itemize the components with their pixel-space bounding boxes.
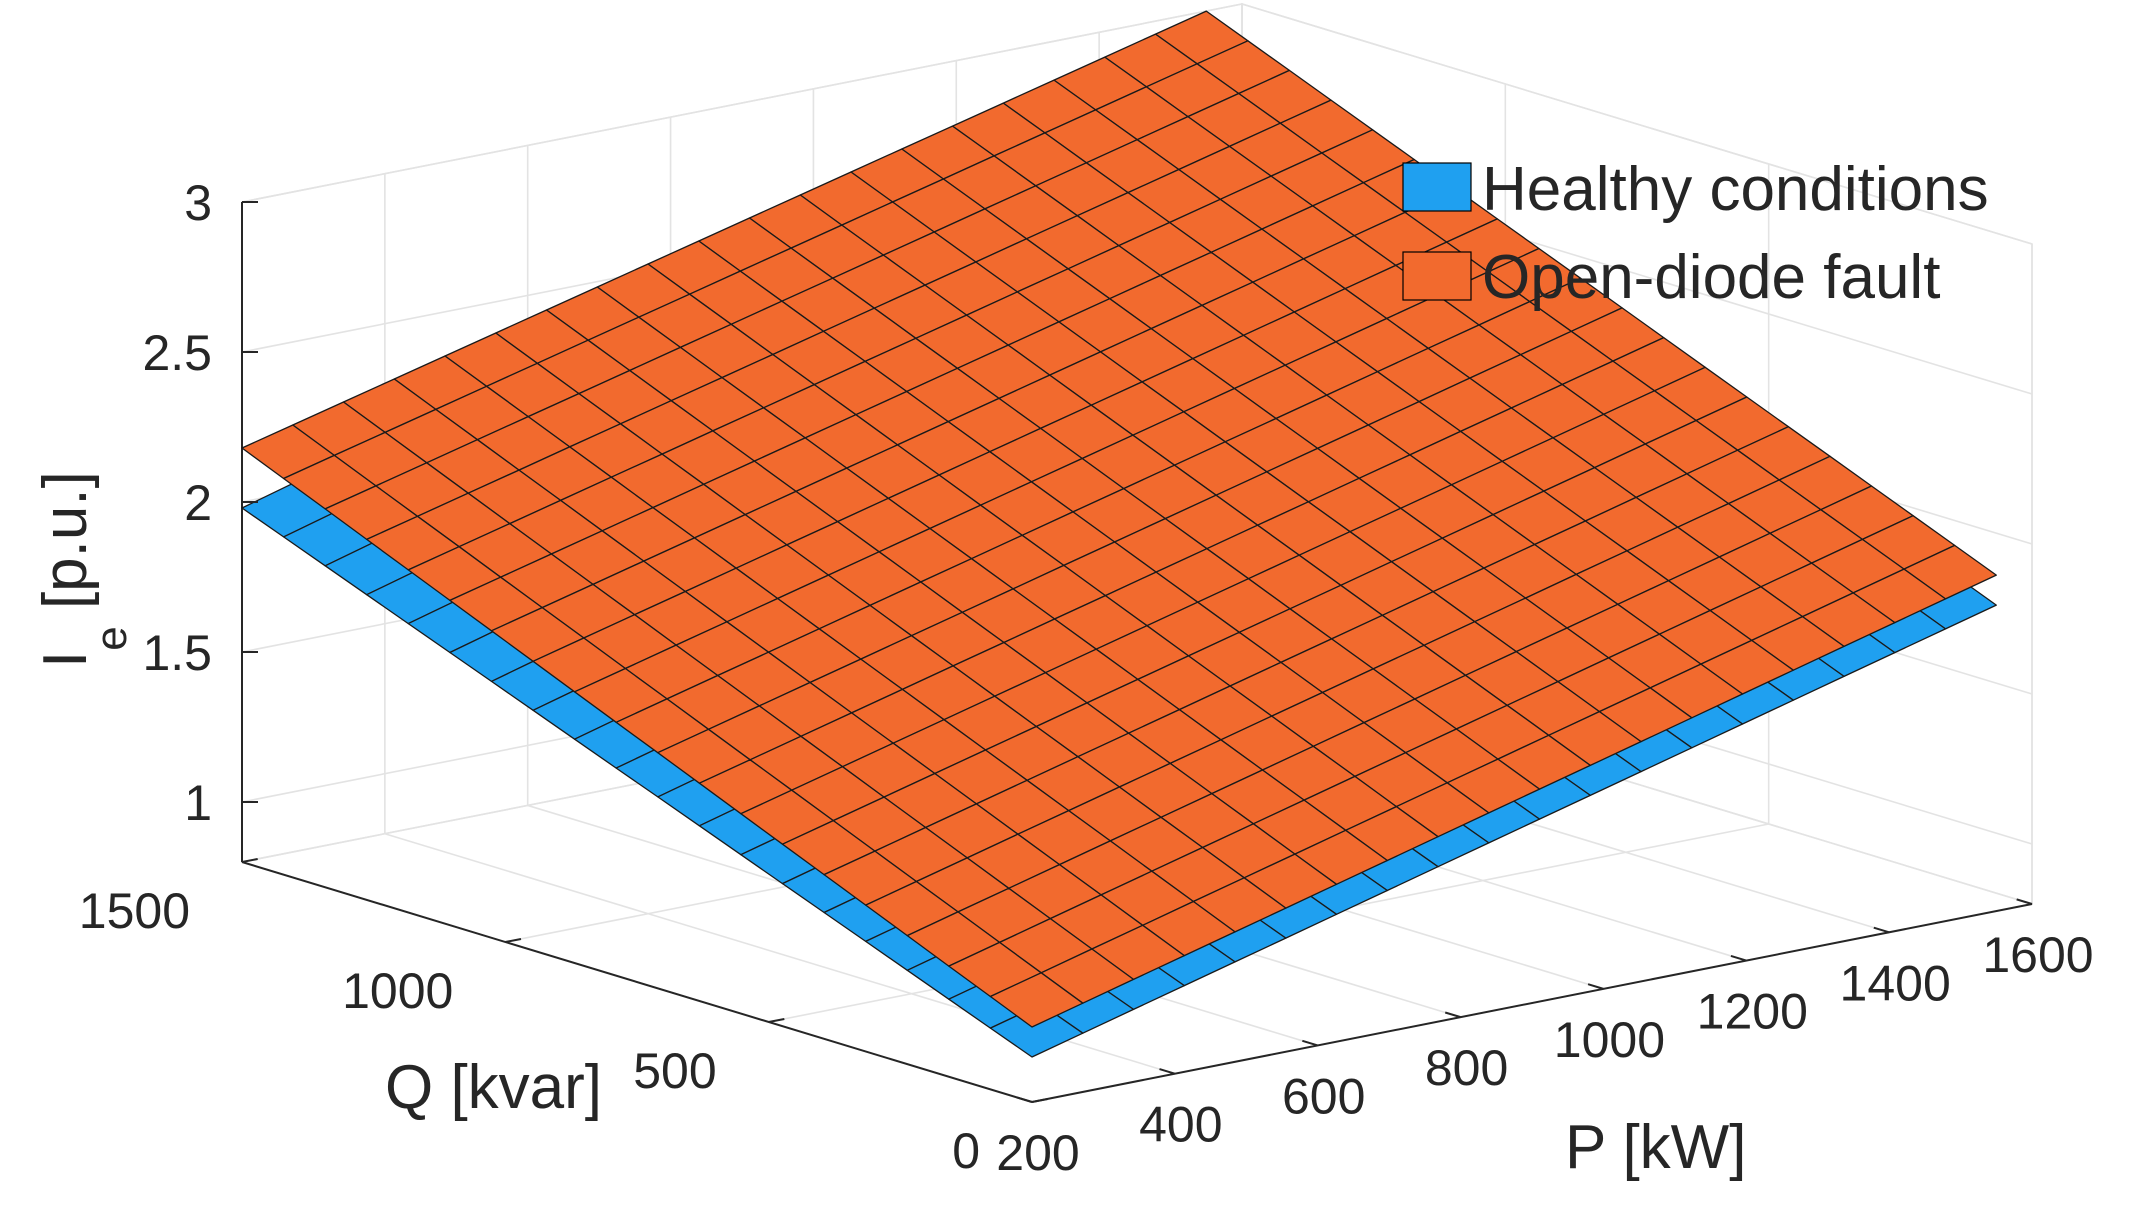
z-axis-label-subscript: e <box>87 626 136 650</box>
x-tick-label-800: 800 <box>1425 1040 1508 1096</box>
x-tick-label-600: 600 <box>1282 1068 1365 1124</box>
x-tick-mark-200 <box>1016 1096 1033 1103</box>
y-tick-label-1500: 1500 <box>79 883 190 939</box>
z-tick-label-2.5: 2.5 <box>142 325 212 381</box>
y-tick-label-500: 500 <box>633 1043 716 1099</box>
surface-cell <box>989 972 1084 1028</box>
x-tick-label-1200: 1200 <box>1697 984 1808 1040</box>
x-tick-mark-400 <box>1159 1068 1176 1075</box>
z-tick-label-3: 3 <box>184 175 212 231</box>
legend-swatch-healthy <box>1402 162 1472 212</box>
x-tick-label-1000: 1000 <box>1554 1012 1665 1068</box>
y-tick-label-1000: 1000 <box>342 963 453 1019</box>
legend-label-healthy: Healthy conditions <box>1482 155 1989 224</box>
x-tick-mark-1200 <box>1730 954 1747 962</box>
x-tick-label-1600: 1600 <box>1982 927 2093 983</box>
x-tick-mark-1000 <box>1587 983 1604 990</box>
y-tick-label-0: 0 <box>952 1123 980 1179</box>
ticks-layer: 200 400 600 800 1000 1200 1400 1600 0 500 1000 1500… <box>79 175 2094 1181</box>
axes-layer <box>241 202 2033 1103</box>
x-tick-mark-1400 <box>1873 926 1890 934</box>
y-tick-mark-0 <box>1031 1097 1048 1103</box>
legend-label-fault: Open-diode fault <box>1482 243 1940 312</box>
z-axis-label: Ie [p.u.] <box>31 471 136 668</box>
x-tick-label-1400: 1400 <box>1840 955 1951 1011</box>
z-tick-label-1.5: 1.5 <box>142 625 212 681</box>
x-axis-label: P [kW] <box>1565 1113 1746 1182</box>
x-axis-line <box>1031 903 2033 1103</box>
y-tick-mark-500 <box>768 1017 785 1023</box>
x-tick-mark-1600 <box>2016 898 2033 905</box>
surface-layer <box>241 10 1997 1058</box>
z-axis-label-unit: [p.u.] <box>31 471 100 626</box>
surface-fault <box>241 10 1997 1028</box>
legend: Healthy conditions Open-diode fault <box>1402 155 1989 312</box>
y-axis-line <box>241 861 1033 1103</box>
z-tick-label-2: 2 <box>184 475 212 531</box>
z-axis-label-main: I <box>31 651 100 668</box>
y-tick-mark-1500 <box>241 857 258 863</box>
side-wall-gridline-z-4 <box>1241 3 2033 245</box>
y-axis-label: Q [kvar] <box>385 1053 602 1122</box>
z-tick-label-1: 1 <box>184 775 212 831</box>
back-wall-gridline-z-4 <box>241 3 1243 203</box>
x-tick-mark-800 <box>1444 1011 1461 1019</box>
x-tick-label-200: 200 <box>996 1125 1079 1181</box>
x-tick-label-400: 400 <box>1139 1097 1222 1153</box>
x-tick-mark-600 <box>1302 1039 1319 1047</box>
y-tick-mark-1000 <box>505 937 522 943</box>
legend-swatch-fault <box>1402 251 1472 301</box>
